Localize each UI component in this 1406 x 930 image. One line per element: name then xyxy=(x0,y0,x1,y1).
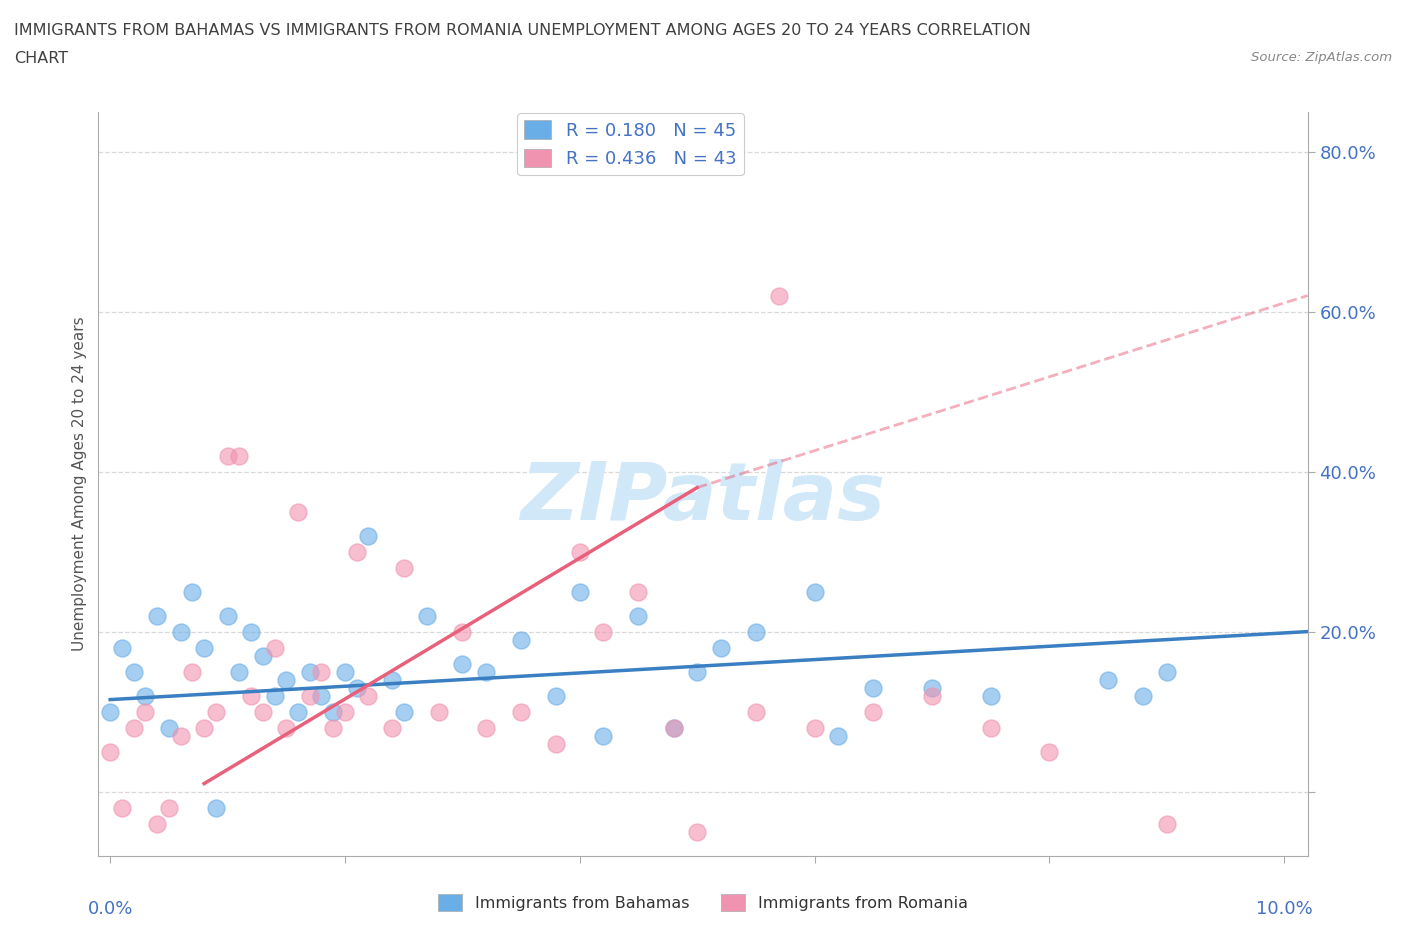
Point xyxy=(111,800,134,815)
Point xyxy=(252,704,274,719)
Point xyxy=(745,624,768,639)
Point xyxy=(827,728,849,743)
Point xyxy=(546,737,568,751)
Point xyxy=(263,640,285,655)
Point xyxy=(686,664,709,679)
Point xyxy=(1156,817,1178,831)
Point xyxy=(181,584,204,599)
Point xyxy=(311,664,333,679)
Point xyxy=(228,448,250,463)
Point xyxy=(862,704,884,719)
Point xyxy=(217,448,239,463)
Point xyxy=(311,688,333,703)
Point xyxy=(240,688,263,703)
Point xyxy=(122,720,145,735)
Point xyxy=(546,688,568,703)
Point xyxy=(322,704,344,719)
Point xyxy=(346,680,368,695)
Point xyxy=(134,688,156,703)
Point xyxy=(921,680,943,695)
Point xyxy=(157,800,180,815)
Point xyxy=(662,720,685,735)
Point xyxy=(1097,672,1119,687)
Point xyxy=(357,528,380,543)
Point xyxy=(1156,664,1178,679)
Point xyxy=(181,664,204,679)
Point xyxy=(263,688,285,703)
Point xyxy=(298,664,321,679)
Point xyxy=(381,720,404,735)
Point xyxy=(592,728,614,743)
Point xyxy=(510,632,533,647)
Point xyxy=(276,720,298,735)
Point xyxy=(240,624,263,639)
Point xyxy=(98,744,121,759)
Legend: Immigrants from Bahamas, Immigrants from Romania: Immigrants from Bahamas, Immigrants from… xyxy=(432,888,974,917)
Point xyxy=(204,704,226,719)
Point xyxy=(803,720,825,735)
Text: 0.0%: 0.0% xyxy=(87,900,132,918)
Point xyxy=(862,680,884,695)
Point xyxy=(568,544,591,559)
Point xyxy=(157,720,180,735)
Point xyxy=(392,560,415,575)
Point xyxy=(193,640,215,655)
Point xyxy=(287,504,309,519)
Point xyxy=(1132,688,1154,703)
Point xyxy=(980,688,1002,703)
Point xyxy=(169,624,191,639)
Point xyxy=(298,688,321,703)
Point xyxy=(228,664,250,679)
Point xyxy=(333,664,356,679)
Point xyxy=(146,817,169,831)
Point xyxy=(381,672,404,687)
Point xyxy=(745,704,768,719)
Point xyxy=(252,648,274,663)
Text: CHART: CHART xyxy=(14,51,67,66)
Point xyxy=(568,584,591,599)
Point xyxy=(475,720,498,735)
Point xyxy=(193,720,215,735)
Point xyxy=(451,657,474,671)
Point xyxy=(276,672,298,687)
Point xyxy=(803,584,825,599)
Point xyxy=(980,720,1002,735)
Point xyxy=(510,704,533,719)
Legend: R = 0.180   N = 45, R = 0.436   N = 43: R = 0.180 N = 45, R = 0.436 N = 43 xyxy=(517,113,744,176)
Text: ZIPatlas: ZIPatlas xyxy=(520,459,886,538)
Point xyxy=(475,664,498,679)
Point xyxy=(627,584,650,599)
Point xyxy=(122,664,145,679)
Point xyxy=(768,288,790,303)
Point xyxy=(146,608,169,623)
Point xyxy=(1038,744,1060,759)
Point xyxy=(686,824,709,839)
Point xyxy=(357,688,380,703)
Point xyxy=(346,544,368,559)
Point xyxy=(451,624,474,639)
Point xyxy=(287,704,309,719)
Point xyxy=(921,688,943,703)
Text: Source: ZipAtlas.com: Source: ZipAtlas.com xyxy=(1251,51,1392,64)
Point xyxy=(134,704,156,719)
Point xyxy=(416,608,439,623)
Point xyxy=(204,800,226,815)
Point xyxy=(333,704,356,719)
Point xyxy=(627,608,650,623)
Point xyxy=(592,624,614,639)
Point xyxy=(662,720,685,735)
Point xyxy=(217,608,239,623)
Point xyxy=(392,704,415,719)
Point xyxy=(427,704,450,719)
Text: 10.0%: 10.0% xyxy=(1256,900,1312,918)
Point xyxy=(322,720,344,735)
Point xyxy=(169,728,191,743)
Y-axis label: Unemployment Among Ages 20 to 24 years: Unemployment Among Ages 20 to 24 years xyxy=(72,316,87,651)
Point xyxy=(111,640,134,655)
Point xyxy=(98,704,121,719)
Text: IMMIGRANTS FROM BAHAMAS VS IMMIGRANTS FROM ROMANIA UNEMPLOYMENT AMONG AGES 20 TO: IMMIGRANTS FROM BAHAMAS VS IMMIGRANTS FR… xyxy=(14,23,1031,38)
Point xyxy=(710,640,733,655)
